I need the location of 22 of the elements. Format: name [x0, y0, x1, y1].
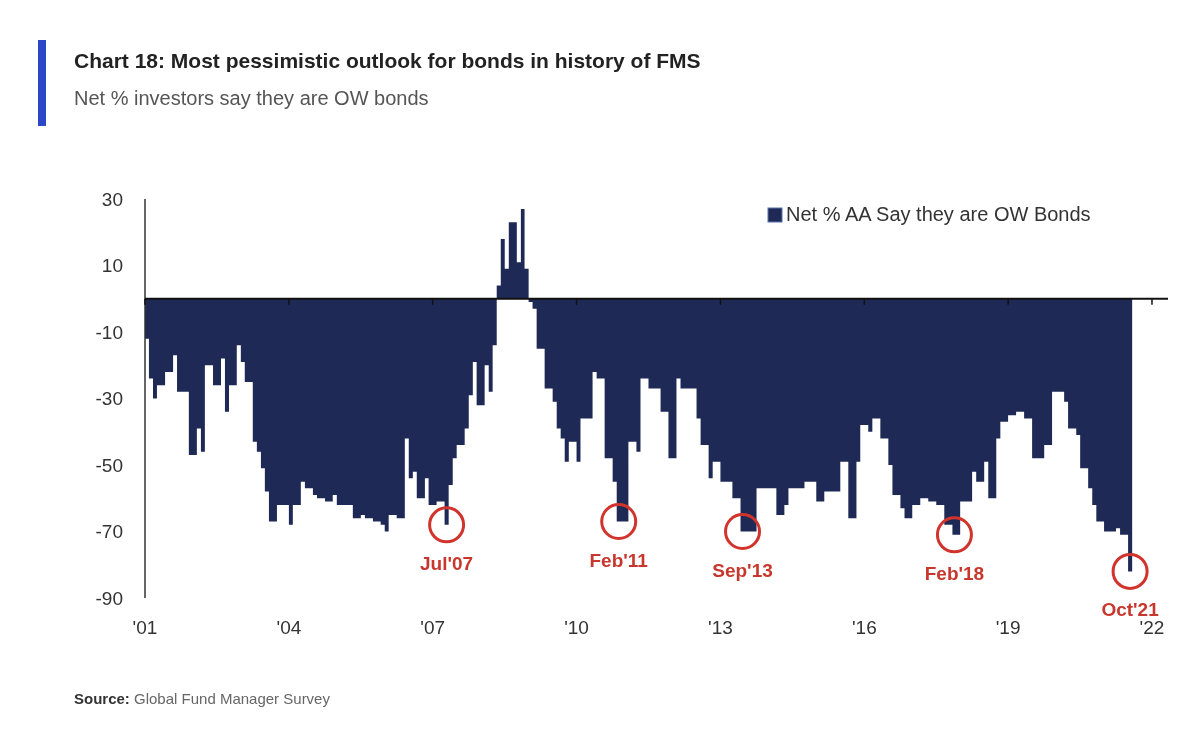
y-tick-label: 10	[101, 255, 123, 277]
source-note: Source: Global Fund Manager Survey	[74, 690, 331, 707]
y-tick-label: -50	[95, 454, 123, 476]
annotation: Sep'13	[712, 559, 773, 581]
x-tick-label: '16	[851, 617, 877, 638]
legend-label: Net % AA Say they are OW Bonds	[786, 203, 1091, 225]
annotation: Jul'07	[420, 552, 474, 574]
x-tick-label: '07	[420, 617, 446, 638]
annotation: Feb'18	[924, 562, 985, 584]
x-tick-label: '10	[564, 617, 589, 638]
x-tick-label: '01	[132, 617, 158, 638]
chart-title: Chart 18: Most pessimistic outlook for bonds in history of FMS	[74, 49, 701, 72]
y-tick-label: -90	[95, 587, 123, 609]
y-tick-label: -10	[95, 321, 123, 343]
y-tick-label: -70	[95, 521, 123, 543]
y-tick-label: 30	[101, 188, 123, 210]
chart-subtitle: Net % investors say they are OW bonds	[74, 87, 429, 109]
annotation: Feb'11	[589, 549, 649, 571]
x-tick-label: '13	[708, 617, 733, 638]
y-tick-label: -30	[95, 388, 123, 410]
x-tick-label: '04	[276, 617, 302, 638]
x-tick-label: '19	[995, 617, 1021, 638]
